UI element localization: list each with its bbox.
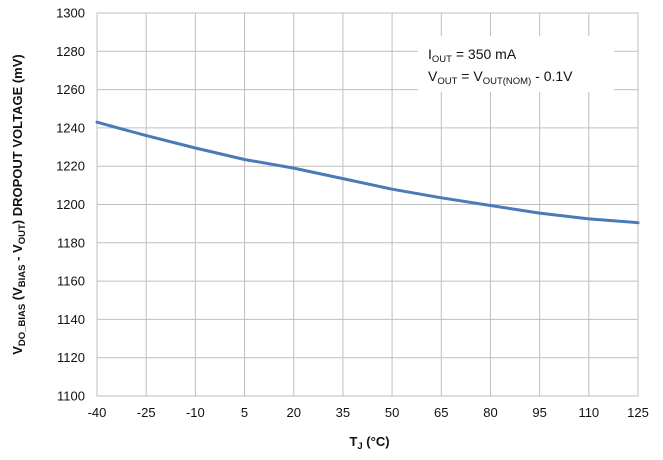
text-run: V [428,68,438,84]
subscript: OUT [437,76,457,87]
y-tick-label: 1140 [57,312,85,327]
text-run: T [349,434,357,449]
y-tick-label: 1160 [57,274,85,289]
x-tick-label: -40 [88,405,107,420]
x-tick-labels: -40 -25 -10 5 20 35 50 65 80 95 110 125 [88,405,649,420]
y-tick-label: 1200 [56,197,85,212]
subscript: OUT [432,54,452,65]
y-tick-label: 1120 [57,350,85,365]
series-layer [95,120,640,225]
text-run: - V [10,244,25,265]
y-tick-labels: 1100 1120 1140 1160 1180 1200 1220 1240 1260 1280… [56,6,85,404]
x-tick-label: 50 [385,405,399,420]
subscript: DO_BIAS [17,304,28,346]
y-axis-title: VDO_BIAS (VBIAS - VOUT) DROPOUT VOLTAGE … [10,54,28,355]
subscript: J [357,441,362,452]
subscript: OUT(NOM) [483,76,532,87]
annotation-box [418,36,614,92]
x-tick-label: 65 [434,405,448,420]
text-run: - 0.1V [531,68,573,84]
text-run: = V [457,68,483,84]
x-tick-label: -25 [137,405,156,420]
x-tick-label: -10 [186,405,205,420]
annotation-line: VOUT = VOUT(NOM) - 0.1V [428,68,573,87]
plot-frame [96,12,639,397]
y-tick-label: 1260 [56,82,85,97]
x-tick-label: 35 [336,405,350,420]
text-run: V [10,346,25,355]
y-tick-label: 1180 [57,235,85,250]
y-tick-label: 1100 [57,389,85,404]
y-tick-label: 1220 [56,159,85,174]
series-line [95,120,640,225]
x-tick-label: 5 [241,405,248,420]
text-run: I [428,46,432,62]
y-tick-label: 1240 [56,120,85,135]
x-tick-label: 95 [532,405,546,420]
text-run: = 350 mA [452,46,517,62]
subscript: OUT [17,224,28,244]
x-tick-label: 110 [578,405,599,420]
x-tick-label: 20 [286,405,300,420]
y-tick-label: 1300 [56,6,85,21]
text-run: ) DROPOUT VOLTAGE (mV) [10,54,25,224]
x-tick-label: 125 [627,405,649,420]
text-run: (V [10,287,25,304]
text-run: (°C) [363,434,390,449]
x-tick-label: 80 [483,405,497,420]
x-axis-title: TJ (°C) [349,434,389,452]
annotation-line: IOUT = 350 mA [428,46,517,65]
y-tick-label: 1280 [56,44,85,59]
subscript: BIAS [17,265,28,288]
